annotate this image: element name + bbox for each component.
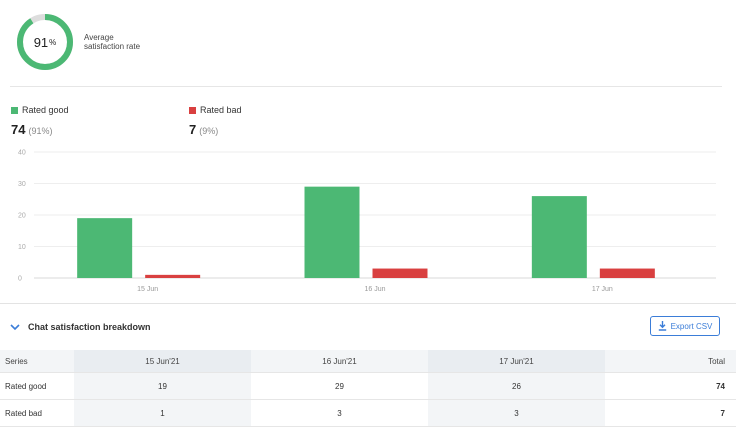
rated-good-percent: (91%) [28,126,53,136]
gauge-percent-value: 91 [33,34,49,50]
legend-label-bad: Rated bad [200,105,242,115]
table-cell: 29 [250,372,428,400]
legend-swatch-bad [189,107,196,114]
bar-rated-bad[interactable] [145,274,201,278]
satisfaction-gauge [17,14,73,70]
table-cell: 3 [427,399,605,427]
section-divider [0,303,736,304]
table-cell: 26 [427,372,605,400]
header-day-2: 16 Jun'21 [250,350,428,373]
header-day-1: 15 Jun'21 [74,350,251,373]
bar-rated-bad[interactable] [372,268,428,278]
table-cell: 19 [74,372,251,400]
export-csv-button[interactable]: Export CSV [650,316,720,336]
bar-rated-good[interactable] [304,186,360,278]
y-tick-label: 40 [18,150,26,157]
export-csv-label: Export CSV [670,321,713,331]
gauge-fill [17,14,73,70]
divider [10,86,722,87]
row-total: 74 [604,372,736,400]
legend-label-good: Rated good [22,105,69,115]
gauge-percent: 91% [16,13,74,71]
download-icon [658,321,666,331]
rated-bad-count: 7 (9%) [189,122,218,137]
satisfaction-bar-chart: 0 10 20 30 40 15 Jun 16 Jun 17 Jun [18,150,716,293]
y-tick-label: 10 [18,244,26,251]
gauge-percent-unit: % [49,37,57,47]
y-tick-label: 0 [18,276,22,283]
average-satisfaction-label: Average satisfaction rate [84,33,141,51]
legend-rated-bad: Rated bad 7 (9%) [189,105,242,137]
y-tick-label: 30 [18,181,26,188]
table-cell: 1 [74,399,251,427]
rated-good-count-value: 74 [11,122,26,137]
table-cell: 3 [250,399,428,427]
chevron-down-icon[interactable] [8,320,22,334]
bar-rated-bad[interactable] [599,268,655,278]
x-tick-label: 15 Jun [137,286,158,293]
breakdown-table: Series 15 Jun'21 16 Jun'21 17 Jun'21 Tot… [0,350,736,427]
rated-bad-percent: (9%) [199,126,219,136]
table-header-row: Series 15 Jun'21 16 Jun'21 17 Jun'21 Tot… [0,350,736,373]
table-row: Rated good 19 29 26 74 [0,372,736,400]
x-tick-label: 16 Jun [364,286,385,293]
breakdown-title: Chat satisfaction breakdown [28,322,151,332]
legend-rated-good: Rated good 74 (91%) [11,105,69,137]
table-row: Rated bad 1 3 3 7 [0,399,736,427]
y-tick-label: 20 [18,213,26,220]
x-tick-label: 17 Jun [592,286,613,293]
bar-rated-good[interactable] [77,218,133,278]
header-series: Series [0,350,74,373]
header-total: Total [604,350,736,373]
legend-swatch-good [11,107,18,114]
row-total: 7 [604,399,736,427]
row-series-label: Rated good [0,372,74,400]
rated-good-count: 74 (91%) [11,122,52,137]
bar-rated-good[interactable] [531,196,587,278]
rated-bad-count-value: 7 [189,122,197,137]
header-day-3: 17 Jun'21 [427,350,605,373]
row-series-label: Rated bad [0,399,74,427]
